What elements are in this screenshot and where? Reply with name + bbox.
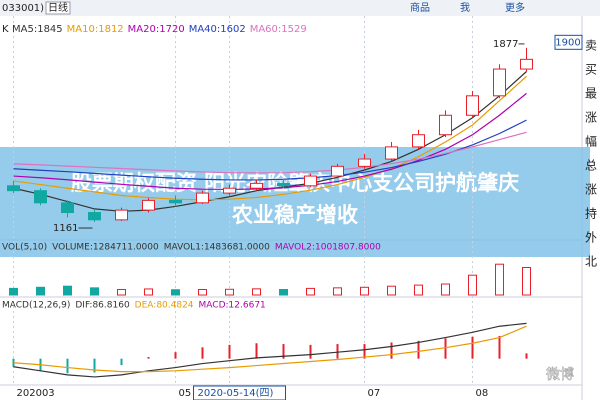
candle-body <box>439 114 452 136</box>
side-label: 持 <box>585 206 597 221</box>
volume-bar <box>387 285 396 296</box>
side-label: 最 <box>585 87 597 101</box>
ma-line <box>13 92 527 191</box>
x-tick-label: 08 <box>476 388 489 399</box>
candle-body <box>7 185 20 192</box>
volume-bar <box>306 287 315 296</box>
candle-body <box>412 134 425 148</box>
legend-entry: MAVOL2:1001807.8000 <box>275 243 381 253</box>
legend-entry: VOLUME:1284711.0000 <box>52 243 159 253</box>
candle-body <box>277 182 290 187</box>
high-annotation: 1877 <box>493 39 518 50</box>
candle-body <box>466 95 479 116</box>
candle-body <box>88 212 101 221</box>
k-label: K <box>2 24 9 35</box>
banner-text: 农业稳产增收 <box>231 203 358 227</box>
x-tick-highlight <box>193 385 286 400</box>
legend-entry: MA20:1720 <box>128 24 185 35</box>
volume-bar <box>360 286 369 296</box>
volume-bar <box>36 286 45 296</box>
volume-bar <box>9 287 18 296</box>
volume-bar <box>468 274 477 296</box>
side-label: 涨 <box>585 182 597 197</box>
side-label: 幅 <box>585 134 597 149</box>
candle-body <box>34 190 47 204</box>
volume-bar <box>333 287 342 296</box>
y-tick-box <box>554 34 583 50</box>
legend-entry: MA40:1602 <box>189 24 246 35</box>
legend-entry: VOL(5,10) <box>2 243 47 253</box>
x-tick-label: 2020-05-14(四) <box>198 388 274 399</box>
volume-bar <box>279 289 288 296</box>
candle-body <box>196 192 209 204</box>
candle-body <box>115 209 128 221</box>
candle-body <box>304 175 317 187</box>
volume-bar <box>90 287 99 296</box>
candle-body <box>169 199 182 204</box>
toolbar <box>0 0 600 16</box>
candle-body <box>142 199 155 211</box>
y-tick-label: 1900 <box>555 37 580 48</box>
legend-entry: MAVOL1:1483681.0000 <box>164 243 270 253</box>
watermark: 微博 <box>546 366 574 383</box>
candle-body <box>358 158 371 167</box>
legend-entry: MACD:12.6671 <box>199 301 266 311</box>
volume-bar <box>414 284 423 296</box>
legend-entry: MACD(12,26,9) <box>2 301 70 311</box>
macd-line <box>13 322 527 378</box>
volume-bar <box>522 267 531 296</box>
candle-body <box>61 202 74 214</box>
side-label: 总 <box>585 159 597 173</box>
low-annotation: 1161 <box>53 223 78 234</box>
side-label: 卖 <box>585 39 597 53</box>
side-label: 北 <box>585 255 597 269</box>
legend-entry: MA60:1529 <box>250 24 307 35</box>
volume-bar <box>144 288 153 296</box>
ma-line <box>13 75 527 201</box>
side-label: 涨 <box>585 110 597 125</box>
tab[interactable] <box>45 1 71 15</box>
tab-label[interactable]: 日线 <box>48 1 68 14</box>
link[interactable]: 我 <box>460 2 470 14</box>
legend-entry: MA10:1812 <box>67 24 124 35</box>
banner <box>0 147 590 257</box>
legend-entry: DIF:86.8160 <box>75 301 130 311</box>
volume-bar <box>171 289 180 296</box>
candle-body <box>385 146 398 160</box>
candle-body <box>250 182 263 189</box>
candle-body <box>493 68 506 97</box>
candle-body <box>520 58 533 70</box>
x-tick-label: 07 <box>368 388 381 399</box>
side-label: 买 <box>585 63 597 77</box>
code: 033001) <box>2 3 44 14</box>
ma-line <box>13 119 527 181</box>
link[interactable]: 商品 <box>410 1 430 14</box>
volume-bar <box>441 283 450 296</box>
legend-entry: DEA:80.4824 <box>135 301 194 311</box>
legend-entry: MA5:1845 <box>12 24 63 35</box>
candle-body <box>223 187 236 194</box>
ma-line <box>13 131 527 174</box>
volume-bar <box>117 289 126 296</box>
macd-line <box>13 325 527 373</box>
side-label: 外 <box>585 231 597 245</box>
volume-bar <box>225 288 234 296</box>
banner-text: 股票期权配资 阳光农险肇庆中心支公司护航肇庆 <box>71 171 519 195</box>
volume-bar <box>63 285 72 296</box>
link[interactable]: 更多 <box>505 1 525 14</box>
volume-bar <box>198 289 207 296</box>
volume-bar <box>495 263 504 296</box>
x-tick-label: 202003 <box>17 388 55 399</box>
candle-body <box>331 165 344 177</box>
x-tick-label: 05 <box>179 388 192 399</box>
volume-bar <box>252 288 261 296</box>
